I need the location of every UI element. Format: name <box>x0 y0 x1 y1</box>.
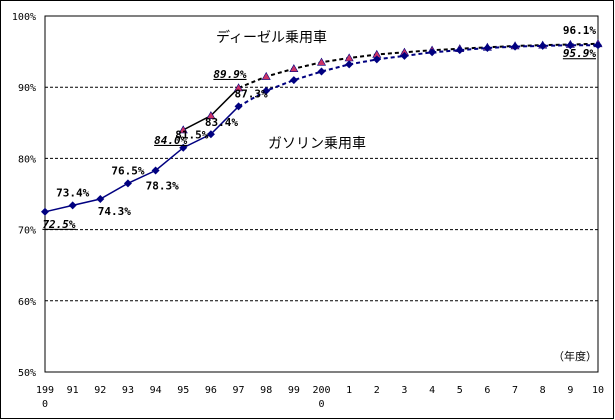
x-tick-label: 99 <box>288 385 300 396</box>
series-name-gasoline: ガソリン乗用車 <box>268 135 366 152</box>
y-tick-label: 50% <box>18 368 36 379</box>
x-tick-label: 4 <box>429 385 435 396</box>
x-tick-label: 10 <box>592 385 604 396</box>
marker-diamond <box>262 86 271 95</box>
series-name-diesel: ディーゼル乗用車 <box>216 29 327 46</box>
marker-diamond <box>206 130 215 139</box>
x-tick-label: 9 <box>567 385 573 396</box>
x-tick-label: 95 <box>177 385 189 396</box>
data-labels: 72.5% 73.4% 74.3% 76.5%78.3% 81.5%83.4% 87.3%… <box>42 24 596 231</box>
marker-diamond <box>511 42 520 51</box>
marker-diamond <box>151 166 160 175</box>
marker-diamond <box>372 55 381 64</box>
x-tick-label: 92 <box>94 385 106 396</box>
marker-diamond <box>594 41 602 50</box>
data-label: 81.5% <box>175 129 208 142</box>
data-label: 72.5% <box>42 218 75 231</box>
marker-diamond <box>179 143 188 152</box>
x-tick-label: 93 <box>122 385 134 396</box>
marker-diamond <box>455 46 464 55</box>
data-label: 95.9% <box>563 47 596 60</box>
marker-diamond <box>483 44 492 53</box>
marker-diamond <box>317 67 326 76</box>
data-label: 87.3% <box>235 87 268 100</box>
x-tick-label: 3 <box>401 385 407 396</box>
data-label: 73.4% <box>56 186 89 199</box>
x-axis-unit-label: （年度） <box>553 349 597 363</box>
x-tick-label: 6 <box>484 385 490 396</box>
data-label: 83.4% <box>205 116 238 129</box>
x-tick-label: 98 <box>260 385 272 396</box>
y-tick-label: 100% <box>12 12 36 23</box>
marker-triangle <box>261 71 271 80</box>
x-tick-label: 91 <box>67 385 79 396</box>
marker-diamond <box>41 207 49 216</box>
marker-diamond <box>345 60 354 69</box>
data-label: 78.3% <box>146 180 179 193</box>
data-label: 76.5% <box>111 164 144 177</box>
marker-diamond <box>538 41 547 50</box>
marker-triangle <box>234 83 244 92</box>
marker-triangle <box>316 57 327 66</box>
x-tick-label: 199 <box>36 385 54 396</box>
marker-triangle <box>206 111 216 119</box>
marker-diamond <box>400 51 409 60</box>
marker-diamond <box>428 48 437 57</box>
y-tick-label: 90% <box>18 83 36 94</box>
data-label: 84.0% <box>154 134 187 147</box>
data-label: 96.1% <box>563 24 596 37</box>
y-tick-label: 70% <box>18 226 36 237</box>
x-tick-label: 200 <box>312 385 330 396</box>
series-line-actual <box>44 105 240 213</box>
marker-diamond <box>68 201 77 210</box>
x-tick-label: 7 <box>512 385 518 396</box>
gridlines <box>45 86 598 302</box>
x-tick-label: 2 <box>374 385 380 396</box>
data-label: 89.9% <box>213 68 246 81</box>
marker-triangle <box>289 64 299 72</box>
x-tick-label: 1 <box>346 385 352 396</box>
marker-triangle <box>178 125 188 134</box>
y-tick-label: 80% <box>18 154 36 165</box>
y-tick-label: 60% <box>18 297 36 308</box>
x-tick-label: 5 <box>457 385 463 396</box>
y-axis-ticks: 50% 60% 70% 80% 90% 100% <box>12 12 36 379</box>
x-tick-label: 8 <box>540 385 546 396</box>
series-markers <box>41 39 603 216</box>
marker-diamond <box>566 41 575 50</box>
x-tick-label: 0 <box>318 399 324 410</box>
x-tick-label: 97 <box>233 385 245 396</box>
plot-area <box>44 15 599 373</box>
marker-diamond <box>234 102 243 111</box>
x-tick-label: 0 <box>42 399 48 410</box>
x-tick-label: 96 <box>205 385 217 396</box>
marker-diamond <box>123 179 132 188</box>
x-tick-label: 94 <box>150 385 162 396</box>
x-axis-ticks: 199 0 91 92 93 94 95 96 97 98 99 200 0 1 2 3 4 5 6 7 8 9 10 <box>36 385 604 410</box>
series-line-forecast <box>238 44 598 108</box>
marker-diamond <box>96 194 105 203</box>
data-label: 74.3% <box>98 205 131 218</box>
marker-diamond <box>289 76 298 85</box>
